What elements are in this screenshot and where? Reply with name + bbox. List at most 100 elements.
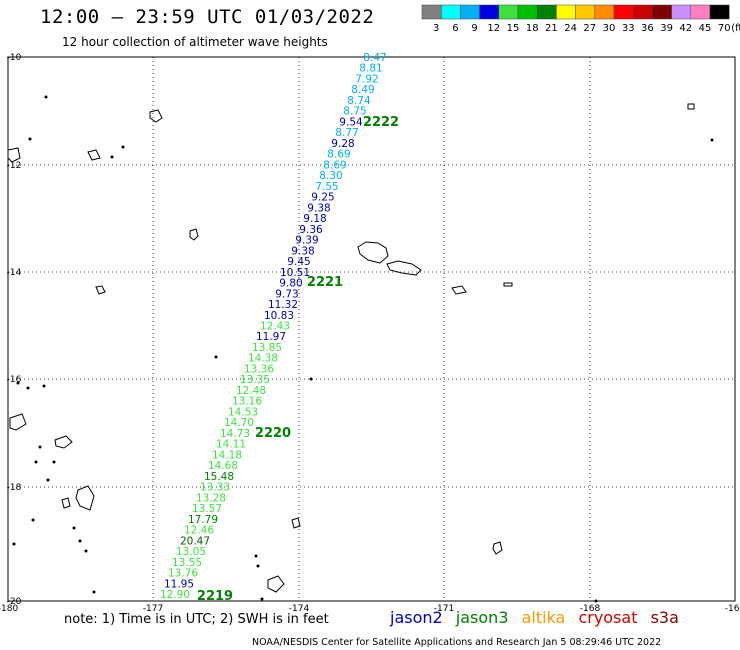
note-text: note: 1) Time is in UTC; 2) SWH is in fe… [64, 612, 329, 627]
island-north-2 [87, 149, 101, 161]
scale-label: 24 [564, 23, 577, 34]
wave-height-value: 9.25 [311, 192, 334, 204]
wave-height-value: 12.43 [260, 321, 290, 333]
scale-label: 39 [660, 23, 673, 34]
island-fiji-1 [54, 435, 73, 449]
scale-label: 18 [526, 23, 539, 34]
scale-label: 42 [679, 23, 692, 34]
island-fiji-2 [9, 413, 27, 431]
scale-label: 30 [603, 23, 616, 34]
latitude-label: -14 [7, 268, 22, 278]
longitude-label: -177 [143, 604, 163, 614]
scale-swatch [709, 4, 730, 20]
wave-height-value: 14.18 [212, 449, 242, 461]
island-tonga-1 [267, 575, 285, 593]
wave-height-value: 11.32 [268, 299, 298, 311]
island-east-1 [451, 285, 467, 295]
wave-height-value: 14.68 [208, 460, 238, 472]
wave-height-value: 14.73 [220, 428, 250, 440]
island-futuna [95, 285, 106, 295]
sat-s3a: s3a [650, 608, 679, 627]
latitude-label: -12 [7, 161, 22, 171]
island-east-3 [687, 103, 695, 110]
wave-height-value: 9.73 [275, 288, 298, 300]
island-fiji-4 [61, 497, 71, 509]
wave-height-value: 9.36 [299, 224, 323, 236]
wave-height-value: 9.18 [303, 213, 326, 225]
wave-height-value: 14.11 [216, 439, 246, 451]
wave-height-value: 17.79 [188, 514, 218, 526]
latitude-label: -10 [7, 53, 22, 63]
map-subtitle: 12 hour collection of altimeter wave hei… [62, 35, 328, 49]
wave-height-value: 12.46 [184, 525, 214, 537]
wave-height-value: 9.45 [287, 256, 310, 268]
wave-height-value: 9.28 [331, 138, 354, 150]
wave-height-value: 12.90 [160, 589, 190, 601]
pass-number: 2219 [197, 589, 233, 604]
longitude-label: -165 [725, 604, 740, 614]
wave-height-value: 13.57 [192, 503, 222, 515]
wave-height-value: 9.39 [295, 235, 318, 247]
wave-height-value: 7.55 [315, 181, 338, 193]
scale-label: 15 [507, 23, 520, 34]
wave-height-value: 8.30 [319, 170, 342, 182]
wave-height-value: 8.77 [335, 127, 358, 139]
island-niue [492, 541, 503, 555]
pass-number: 2220 [255, 426, 291, 441]
longitude-label: -171 [434, 604, 454, 614]
satellite-legend: jason2 jason3 altika cryosat s3a [390, 608, 687, 627]
island-north-3 [7, 147, 21, 163]
island-north-1 [149, 109, 163, 123]
sat-altika: altika [521, 608, 566, 627]
wave-height-value: 8.75 [343, 106, 366, 118]
wave-height-value: 13.16 [232, 396, 262, 408]
island-east-2 [503, 282, 513, 287]
scale-unit: (ft) [731, 23, 740, 34]
wave-height-value: 9.80 [279, 278, 302, 290]
pass-number: 2222 [363, 115, 399, 130]
wave-height-value: 10.51 [280, 267, 310, 279]
longitude-label: -174 [289, 604, 310, 614]
wave-height-value: 20.47 [180, 535, 210, 547]
wave-height-value: 13.36 [244, 363, 274, 375]
wave-height-value: 8.69 [327, 149, 350, 161]
wave-height-value: 9.54 [339, 116, 363, 128]
wave-height-value: 14.70 [224, 417, 254, 429]
longitude-label: -180 [0, 604, 18, 614]
wave-height-value: 13.33 [200, 482, 230, 494]
wave-height-value: 10.83 [264, 310, 294, 322]
wave-height-value: 13.85 [252, 342, 282, 354]
sat-cryosat: cryosat [578, 608, 638, 627]
wave-height-value: 8.47 [363, 52, 386, 64]
wave-height-value: 8.49 [351, 84, 374, 96]
map-frame [7, 56, 736, 602]
scale-label: 36 [641, 23, 654, 34]
wave-height-value: 13.76 [168, 568, 198, 580]
islets [12, 95, 714, 603]
scale-label: 6 [452, 23, 458, 34]
wave-height-value: 14.38 [248, 353, 278, 365]
footer-credit: NOAA/NESDIS Center for Satellite Applica… [252, 637, 662, 648]
wave-height-value: 15.48 [204, 471, 234, 483]
wave-height-value: 8.69 [323, 159, 346, 171]
island-upolu [386, 260, 422, 276]
pass-number-labels: 2222 2221 2220 2219 [197, 115, 399, 604]
island-fiji-3 [75, 485, 95, 511]
wave-height-value: 11.95 [164, 578, 194, 590]
scale-label: 45 [699, 23, 712, 34]
island-savaii [357, 241, 389, 264]
scale-label: 12 [487, 23, 500, 34]
wave-height-value: 9.38 [291, 245, 314, 257]
latitude-label: -18 [7, 483, 22, 493]
latitude-label: -16 [7, 375, 22, 385]
wave-height-value: 14.53 [228, 406, 258, 418]
wave-height-value: 8.74 [347, 95, 371, 107]
wave-height-value: 13.35 [240, 374, 270, 386]
scale-label: 3 [433, 23, 439, 34]
wave-height-value: 13.05 [176, 546, 206, 558]
axis-labels: -180 -177 -174 -171 -168 -165 -10 -12 -14 -16 -18 -… [0, 53, 740, 614]
wave-height-value: 13.55 [172, 557, 202, 569]
wave-height-value: 13.28 [196, 492, 226, 504]
